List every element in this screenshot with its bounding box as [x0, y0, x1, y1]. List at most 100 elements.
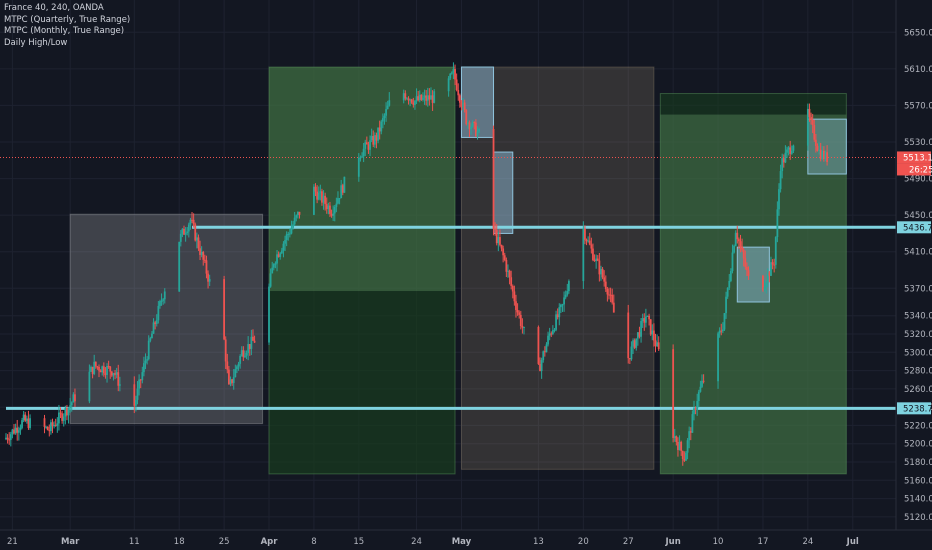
candle-body	[250, 336, 253, 349]
candle-body	[683, 459, 686, 461]
candle-body	[29, 418, 31, 428]
candle-body	[373, 135, 376, 145]
candle	[723, 313, 726, 331]
candle-body	[151, 333, 153, 339]
candle-body	[234, 369, 237, 378]
indicator-daily-label[interactable]: Daily High/Low	[4, 37, 68, 48]
candle-body	[691, 414, 694, 433]
candle-body	[50, 422, 52, 432]
candle	[268, 283, 270, 345]
candle-body	[603, 277, 606, 282]
candle-body	[191, 219, 193, 221]
time-axis-tick: 17	[758, 537, 769, 547]
candle	[736, 225, 739, 244]
candle	[324, 192, 327, 211]
candle	[359, 155, 362, 162]
candle-body	[648, 315, 650, 320]
candle	[192, 213, 195, 228]
candle-body	[271, 267, 274, 274]
candle-body	[643, 318, 646, 323]
indicator-quarterly-label[interactable]: MTPC (Quarterly, True Range)	[4, 14, 131, 25]
candle-body	[117, 372, 120, 386]
candle-body	[112, 373, 115, 376]
candle-body	[635, 338, 638, 348]
candle	[540, 357, 543, 379]
candle	[189, 217, 192, 230]
candle-body	[407, 98, 410, 101]
symbol-title[interactable]: France 40, 240, OANDA	[4, 3, 104, 13]
candle-body	[357, 157, 360, 177]
price-axis-tick: 5410.0	[904, 248, 932, 258]
candle	[641, 313, 644, 328]
candle-body	[545, 344, 548, 353]
candle	[184, 227, 187, 242]
candle	[733, 244, 735, 254]
candle-body	[195, 237, 198, 241]
candle	[447, 76, 450, 97]
candle	[91, 366, 94, 379]
candle	[365, 136, 368, 145]
candle-body	[321, 191, 323, 203]
candle	[6, 434, 9, 444]
candle	[109, 366, 112, 379]
candle-body	[181, 228, 184, 234]
candle-body	[287, 233, 290, 235]
candle-body	[677, 442, 679, 450]
candle	[226, 353, 229, 374]
candle	[500, 244, 503, 252]
candle	[154, 320, 157, 330]
candle	[423, 89, 426, 105]
candle-body	[790, 150, 793, 154]
candle	[702, 374, 705, 384]
candle-body	[824, 152, 827, 160]
candle	[248, 343, 251, 356]
candle	[699, 380, 702, 393]
candle	[762, 274, 764, 292]
candle-body	[139, 379, 142, 381]
candle	[651, 324, 654, 341]
candle	[298, 211, 301, 219]
candle	[93, 354, 96, 376]
candle	[43, 414, 46, 434]
candle	[252, 329, 254, 341]
candle	[406, 97, 408, 100]
time-axis-tick: 24	[411, 537, 422, 547]
candle-body	[143, 363, 145, 373]
candle-body	[763, 287, 766, 291]
candle-body	[592, 248, 594, 261]
candle	[425, 90, 428, 106]
candle-body	[784, 152, 787, 163]
candle	[250, 329, 253, 356]
time-axis-tick: 18	[174, 537, 185, 547]
candle	[608, 287, 610, 300]
candle	[555, 310, 557, 332]
candle-body	[782, 158, 785, 163]
candle-body	[654, 340, 657, 347]
candle-body	[239, 355, 242, 364]
indicator-monthly-label[interactable]: MTPC (Monthly, True Range)	[4, 26, 125, 36]
price-axis-tick: 5120.0	[904, 513, 932, 523]
candle-body	[516, 309, 519, 313]
candle	[58, 404, 60, 431]
candle	[737, 237, 740, 249]
candle-body	[93, 361, 96, 374]
candle-body	[774, 237, 777, 265]
candle	[726, 287, 729, 299]
candle-body	[564, 294, 567, 298]
key-levels	[6, 225, 896, 410]
candle	[765, 281, 768, 294]
candle-body	[465, 110, 468, 124]
candle	[515, 294, 517, 318]
candle	[686, 438, 689, 460]
candle	[778, 183, 780, 216]
candle	[816, 143, 819, 152]
candle-body	[781, 158, 784, 172]
candle	[133, 376, 136, 414]
candle-body	[699, 386, 702, 392]
candle	[521, 318, 524, 334]
candle-body	[242, 350, 245, 358]
candle	[155, 314, 158, 327]
candle-body	[474, 122, 477, 137]
candle-body	[375, 135, 378, 141]
